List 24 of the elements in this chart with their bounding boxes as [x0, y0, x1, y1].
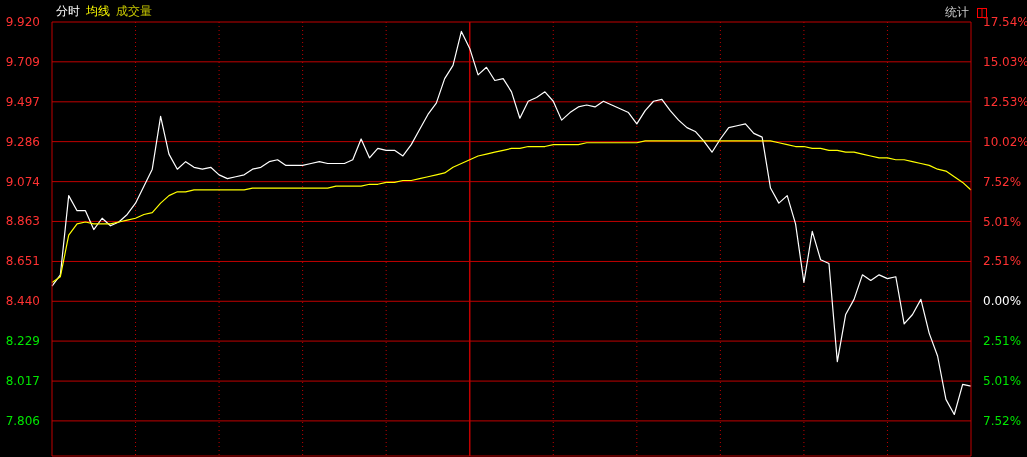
- y2-tick-label: 2.51%: [983, 254, 1022, 269]
- text: 均线: [86, 3, 110, 19]
- y2-tick-label: 7.52%: [983, 174, 1022, 189]
- y-tick-label: 7.806: [5, 413, 40, 428]
- y2-tick-label: 0.00%: [983, 294, 1022, 309]
- text: 统计: [945, 4, 969, 21]
- y-tick-label: 8.229: [5, 334, 40, 349]
- text: 分时: [56, 3, 80, 19]
- y-tick-label: 8.863: [5, 214, 40, 229]
- y-tick-label: 9.286: [5, 134, 40, 149]
- y2-tick-label: 2.51%: [983, 334, 1022, 349]
- y-tick-label: 8.017: [5, 374, 40, 389]
- y-tick-label: 8.440: [5, 294, 40, 309]
- y2-tick-label: 7.52%: [983, 414, 1022, 429]
- y-tick-label: 9.709: [5, 54, 40, 69]
- y-tick-label: 8.651: [5, 254, 40, 269]
- line-series: [51, 140, 972, 283]
- line-series: [51, 30, 972, 416]
- text: 成交量: [116, 3, 152, 19]
- y2-tick-label: 5.01%: [983, 374, 1022, 389]
- y-tick-label: 9.497: [5, 94, 40, 109]
- y-tick-label: 9.920: [5, 15, 40, 29]
- y-tick-label: 9.074: [5, 174, 40, 189]
- y2-tick-label: 5.01%: [983, 214, 1022, 229]
